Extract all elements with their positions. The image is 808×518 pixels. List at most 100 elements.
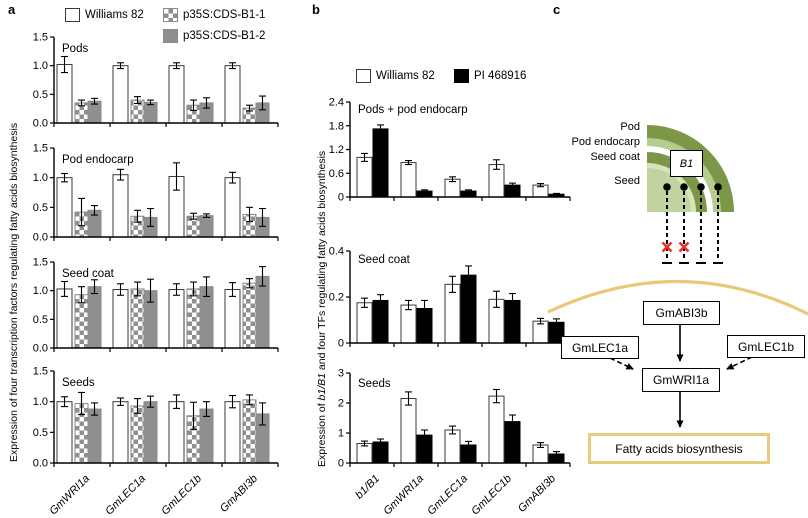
- panel-a-label: a: [8, 2, 16, 17]
- bars: [356, 395, 565, 464]
- y-tick-label: 1.2: [329, 144, 344, 156]
- bars: [56, 399, 270, 464]
- y-tick-label: 1.5: [33, 366, 48, 378]
- panel-a-y-axis-label: Expression of four transcription factors…: [8, 122, 20, 462]
- error-bars: [61, 391, 266, 430]
- x-tick-label: GmLEC1b: [469, 473, 514, 518]
- legend-label: PI 468916: [474, 70, 527, 82]
- y-tick-label: 0.4: [329, 246, 344, 258]
- bar: [56, 177, 73, 238]
- y-tick-label: 0.0: [33, 232, 48, 244]
- y-tick-label: 0.6: [329, 168, 344, 180]
- bar: [444, 283, 461, 344]
- sample-dot: [663, 183, 671, 191]
- bar: [242, 399, 257, 464]
- panel-b-label: b: [312, 2, 320, 17]
- bar: [444, 429, 461, 464]
- bar: [130, 405, 145, 464]
- error-bars: [61, 162, 266, 227]
- bars: [356, 128, 565, 198]
- bars: [56, 64, 270, 124]
- bar: [224, 401, 241, 464]
- y-tick-label: 1.0: [33, 285, 48, 297]
- layer-label-pod-endocarp: Pod endocarp: [571, 136, 641, 148]
- x-tick-label: GmLEC1a: [103, 473, 148, 518]
- chart-title: Pod endocarp: [62, 154, 134, 166]
- x-tick-label: GmWRI1a: [47, 473, 92, 518]
- y-tick-label: 0: [338, 192, 344, 204]
- y-tick-label: 1.5: [33, 257, 48, 269]
- bar: [400, 398, 417, 464]
- layer-label-seed-coat: Seed coat: [590, 151, 640, 163]
- bar: [56, 64, 73, 124]
- white-swatch-icon: [65, 8, 80, 22]
- error-bars: [361, 124, 560, 196]
- membrane-arc: [547, 279, 808, 316]
- y-tick-label: 2.4: [329, 97, 344, 109]
- node-gmwri1a: GmWRI1a: [642, 368, 720, 392]
- legend-label: p35S:CDS-B1-1: [183, 9, 266, 21]
- bar: [56, 401, 73, 464]
- y-tick-label: 1.0: [33, 60, 48, 72]
- chart-title: Seed coat: [62, 268, 115, 280]
- legend-a-williams82: Williams 82: [65, 8, 144, 22]
- bar: [130, 288, 145, 349]
- legend-b-pi468916: PI 468916: [454, 69, 526, 83]
- bar: [186, 288, 201, 349]
- y-tick-label: 1.0: [33, 396, 48, 408]
- checker-swatch-icon: [163, 8, 178, 22]
- legend-label: p35S:CDS-B1-2: [183, 30, 266, 42]
- legend-label: Williams 82: [85, 9, 144, 21]
- y-tick-label: 3: [338, 368, 344, 380]
- chart-title: Seeds: [358, 378, 391, 390]
- sample-dot: [714, 183, 722, 191]
- chart-seeds-a: 0.0 0.5 1.0 1.5 Seeds GmWRI1a GmLEC1a GmLEC1b Gm…: [33, 366, 279, 518]
- pathway-arrows: [609, 323, 753, 428]
- bar: [112, 65, 129, 124]
- bar: [199, 215, 214, 238]
- sample-dot: [697, 183, 705, 191]
- chart-seed-coat-a: 0.0 0.5 1.0 1.5 Seed coat: [33, 257, 279, 355]
- y-tick-label: 1: [338, 428, 344, 440]
- y-tick-label: 0.0: [33, 458, 48, 470]
- chart-pods-pod-endocarp: 0 0.6 1.2 1.8 2.4 Pods + pod endocarp: [329, 97, 571, 204]
- sample-dot: [680, 183, 688, 191]
- y-tick-label: 1.5: [33, 32, 48, 44]
- node-fatty-acids-biosynthesis: Fatty acids biosynthesis: [588, 433, 770, 464]
- gray-swatch-icon: [163, 29, 178, 43]
- black-swatch-icon: [454, 69, 469, 83]
- y-tick-label: 2: [338, 398, 344, 410]
- bar: [112, 401, 129, 464]
- bar: [460, 274, 477, 344]
- bar: [400, 162, 417, 198]
- layer-label-seed: Seed: [614, 175, 640, 187]
- bar: [242, 282, 257, 349]
- bar: [168, 401, 185, 464]
- node-gmlec1a: GmLEC1a: [561, 336, 639, 359]
- y-tick-label: 0: [338, 458, 344, 470]
- y-tick-label: 1.0: [33, 172, 48, 184]
- chart-title: Seed coat: [358, 254, 411, 266]
- error-bars: [61, 266, 266, 304]
- bars: [56, 174, 270, 238]
- bar: [199, 408, 214, 464]
- bar: [356, 302, 373, 344]
- y-tick-label: 1.5: [33, 143, 48, 155]
- chart-title: Pods + pod endocarp: [358, 104, 468, 116]
- white-swatch-icon: [356, 69, 371, 83]
- error-bars: [61, 55, 266, 112]
- chart-title: Pods: [62, 43, 88, 55]
- panel-c: c Pod Pod endocarp Seed coat Seed B1: [540, 0, 808, 518]
- bar: [112, 174, 129, 238]
- chart-pod-endocarp: 0.0 0.5 1.0 1.5 Pod endocarp: [33, 143, 279, 244]
- bar: [112, 289, 129, 349]
- chart-title: Seeds: [62, 377, 95, 389]
- y-tick-label: 0.5: [33, 314, 48, 326]
- x-tick-label: GmLEC1a: [425, 473, 470, 518]
- node-gmabi3b: GmABI3b: [643, 301, 720, 325]
- error-bars: [361, 388, 560, 457]
- bar: [372, 128, 389, 198]
- bar: [143, 101, 158, 124]
